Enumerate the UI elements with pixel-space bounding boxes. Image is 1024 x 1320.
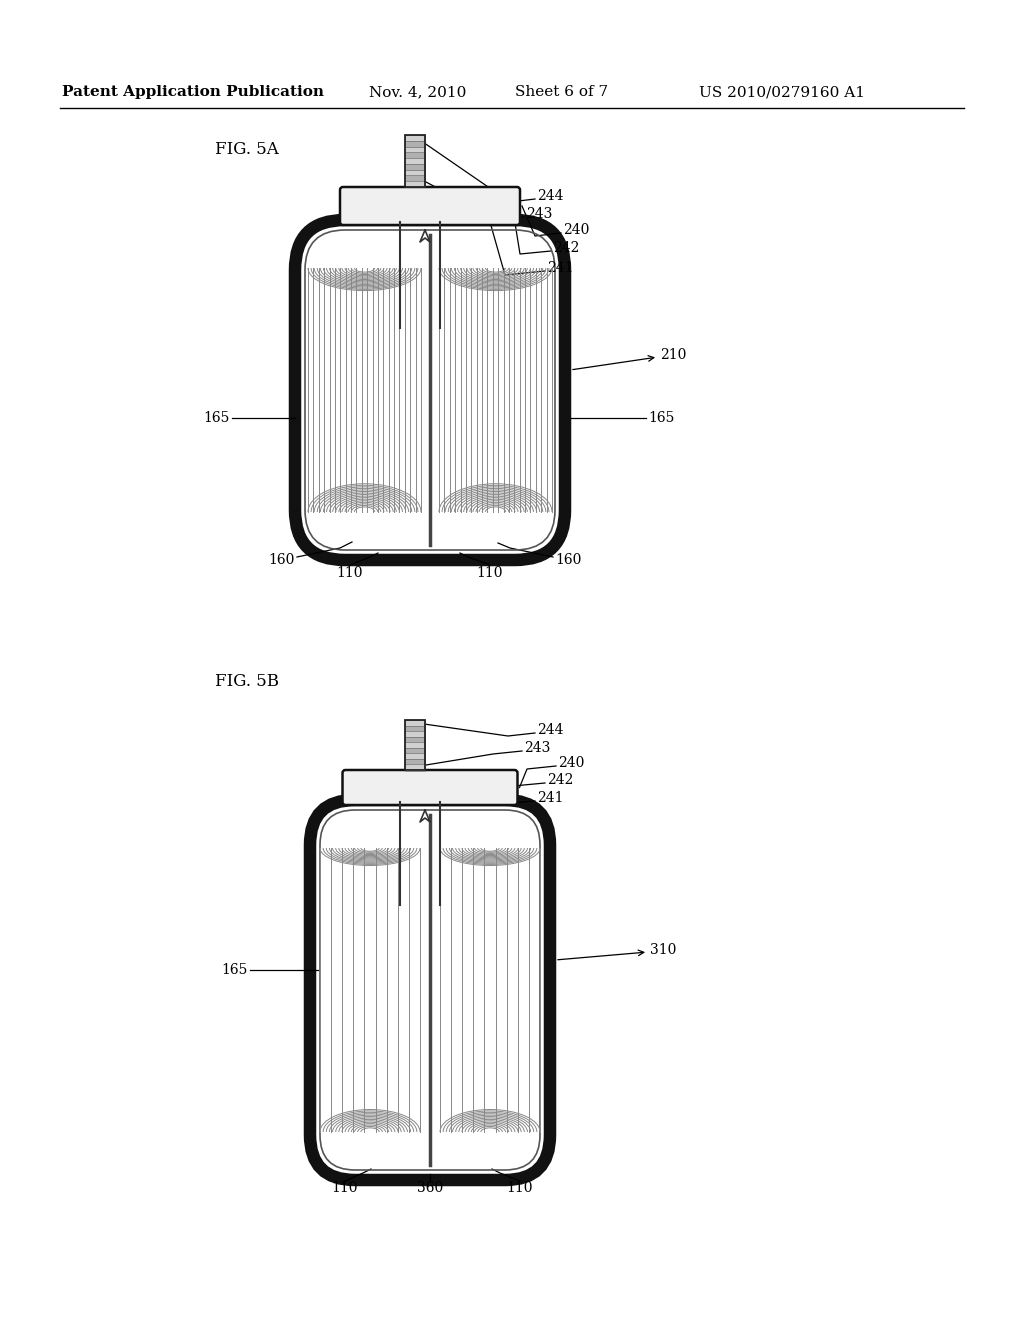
Bar (406, 152, 425, 158)
Bar (406, 719, 425, 726)
Text: 240: 240 (558, 756, 585, 770)
Bar (406, 719, 425, 770)
Text: FIG. 5B: FIG. 5B (215, 673, 279, 690)
Text: 165: 165 (221, 964, 248, 977)
Bar (406, 164, 425, 170)
Text: US 2010/0279160 A1: US 2010/0279160 A1 (699, 84, 865, 99)
Text: Patent Application Publication: Patent Application Publication (62, 84, 324, 99)
Text: 240: 240 (563, 223, 590, 238)
Text: 210: 210 (660, 348, 686, 362)
Text: 160: 160 (268, 553, 295, 568)
Text: 160: 160 (555, 553, 582, 568)
Text: 310: 310 (650, 942, 677, 957)
FancyBboxPatch shape (295, 220, 565, 560)
Text: 110: 110 (332, 1181, 358, 1195)
Text: Nov. 4, 2010: Nov. 4, 2010 (370, 84, 467, 99)
Bar (406, 737, 425, 743)
Text: FIG. 5A: FIG. 5A (215, 141, 279, 158)
Bar (406, 181, 425, 187)
Text: 244: 244 (537, 189, 563, 203)
Bar (406, 731, 425, 737)
Bar (406, 147, 425, 153)
Bar (406, 754, 425, 759)
Bar (406, 764, 425, 771)
Text: 241: 241 (537, 791, 563, 805)
Text: 110: 110 (477, 566, 503, 579)
FancyBboxPatch shape (340, 187, 520, 224)
FancyBboxPatch shape (310, 800, 550, 1180)
Text: 242: 242 (547, 774, 573, 787)
Bar (406, 747, 425, 754)
Bar (406, 141, 425, 147)
Bar (406, 742, 425, 748)
Bar (406, 176, 425, 182)
Text: 165: 165 (204, 411, 230, 425)
Text: Sheet 6 of 7: Sheet 6 of 7 (515, 84, 608, 99)
Text: 110: 110 (337, 566, 364, 579)
Bar (406, 135, 425, 141)
Text: 360: 360 (417, 1181, 443, 1195)
Bar (406, 759, 425, 766)
Bar (406, 170, 425, 176)
Text: 243: 243 (524, 741, 550, 755)
Bar (406, 135, 425, 187)
Text: 244: 244 (537, 723, 563, 737)
Bar (406, 158, 425, 165)
Text: 241: 241 (547, 261, 573, 275)
Bar (406, 726, 425, 731)
Text: 165: 165 (648, 411, 675, 425)
FancyBboxPatch shape (342, 770, 517, 805)
Text: 110: 110 (507, 1181, 534, 1195)
Text: 242: 242 (553, 242, 580, 255)
Text: 243: 243 (526, 207, 552, 220)
